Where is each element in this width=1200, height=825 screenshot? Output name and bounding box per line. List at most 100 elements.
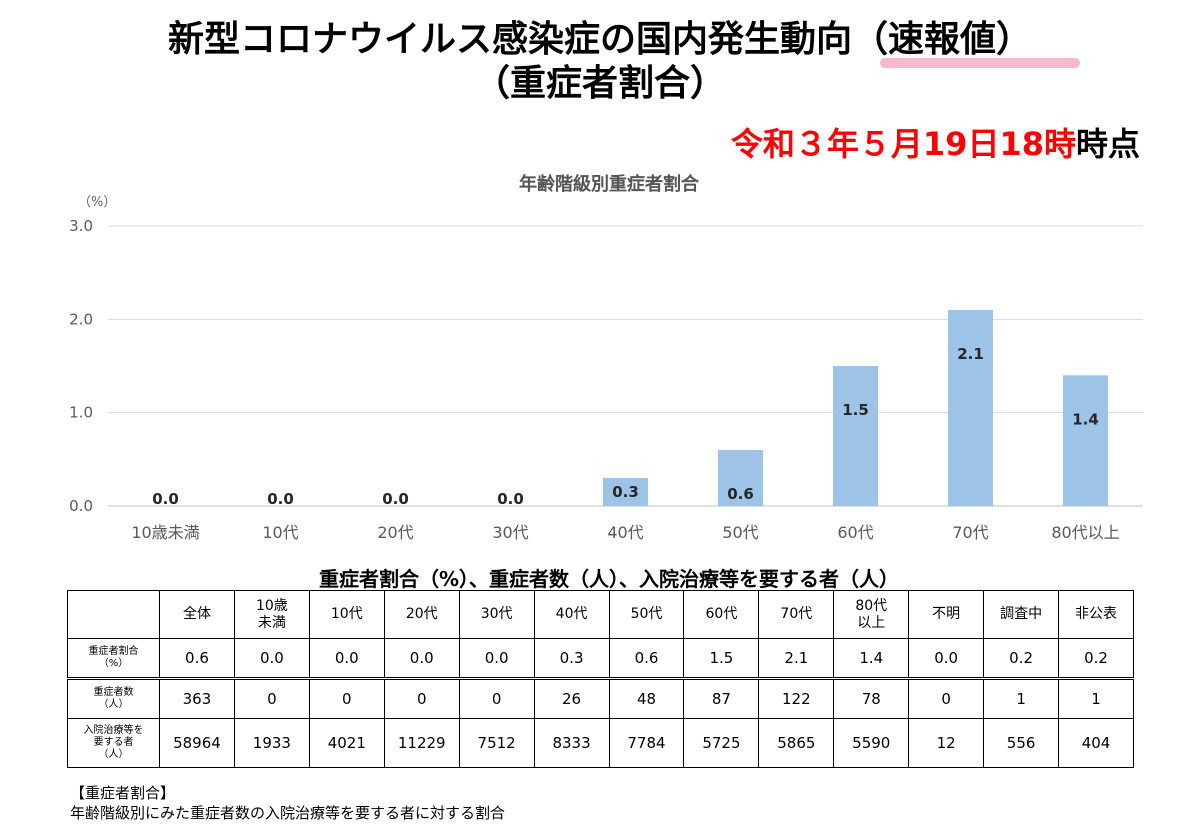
- x-tick-label: 70代: [952, 523, 988, 542]
- table-row-header: 重症者割合 （%）: [67, 638, 160, 679]
- table-caption: 重症者割合（%）、重症者数（人）、入院治療等を要する者（人）: [318, 567, 900, 591]
- timestamp-date: 令和３年５月19日18時: [730, 125, 1076, 163]
- table-row: 重症者数 （人） 363 0 0 0 0 26 48 87 122 78 0 1 1: [67, 677, 1134, 719]
- table-cell: 0.0: [308, 638, 385, 679]
- table-cell: 0.3: [533, 638, 610, 679]
- table-cell: 48: [608, 677, 685, 719]
- bar-value-label: 0.6: [727, 485, 754, 503]
- bar: [833, 366, 878, 506]
- table-row-header: 入院治療等を 要する者 （人）: [67, 718, 160, 768]
- table-cell: 0.2: [1058, 638, 1134, 679]
- chart-title: 年齢階級別重症者割合: [519, 174, 699, 195]
- table-cell: 1.5: [683, 638, 760, 679]
- table-column-header: 非公表: [1058, 590, 1134, 639]
- table-column-header: 20代: [383, 590, 460, 639]
- bar-value-label: 1.4: [1072, 410, 1099, 428]
- table-cell: 78: [833, 677, 910, 719]
- timestamp: 令和３年５月19日18時時点: [731, 122, 1140, 166]
- x-tick-label: 30代: [492, 523, 528, 542]
- y-tick-label: 3.0: [69, 217, 93, 235]
- x-tick-label: 40代: [607, 523, 643, 542]
- bar: [603, 478, 648, 506]
- bar: [1063, 375, 1108, 506]
- table-cell: 8333: [533, 718, 610, 768]
- table-cell: 58964: [159, 718, 235, 768]
- y-tick-label: 0.0: [69, 497, 93, 515]
- y-tick-label: 1.0: [69, 404, 93, 422]
- table-cell: 556: [983, 718, 1060, 768]
- bar: [718, 450, 763, 506]
- table-column-header: 70代: [758, 590, 835, 639]
- x-tick-label: 50代: [722, 523, 758, 542]
- table-column-header: 80代 以上: [833, 590, 910, 639]
- x-tick-label: 80代以上: [1051, 523, 1119, 542]
- table-cell: 1: [1058, 677, 1134, 719]
- table-cell: 0.0: [458, 638, 535, 679]
- title-highlight-underline: [880, 58, 1080, 68]
- table-cell: 4021: [308, 718, 385, 768]
- table-column-header: 10代: [308, 590, 385, 639]
- x-tick-label: 10代: [262, 523, 298, 542]
- x-tick-label: 10歳未満: [131, 523, 199, 542]
- table-column-header: 50代: [608, 590, 685, 639]
- table-cell: 0.2: [983, 638, 1060, 679]
- table-cell: 0: [233, 677, 310, 719]
- table-cell: 2.1: [758, 638, 835, 679]
- table-cell: 0: [383, 677, 460, 719]
- table-column-header: 全体: [159, 590, 235, 639]
- bar-value-label: 0.0: [382, 490, 409, 508]
- data-table: 全体 10歳 未満 10代 20代 30代 40代 50代 60代 70代 80代 以上 不明 調査中 非公…: [67, 590, 1134, 768]
- table-cell: 1.4: [833, 638, 910, 679]
- timestamp-suffix: 時点: [1075, 125, 1140, 163]
- table-cell: 5725: [683, 718, 760, 768]
- table-cell: 0: [308, 677, 385, 719]
- table-cell: 363: [159, 677, 235, 719]
- bar-value-label: 2.1: [957, 345, 984, 363]
- table-cell: 1933: [233, 718, 310, 768]
- table-cell: 0.0: [383, 638, 460, 679]
- table-cell: 0.6: [608, 638, 685, 679]
- bar-chart: （%） 0.0 1.0 2.0 3.0 0.0 10歳未満 0.0 10代 0.0 20代 0.0 30…: [69, 195, 1143, 542]
- table-cell: 7512: [458, 718, 535, 768]
- bar-value-label: 1.5: [842, 401, 869, 419]
- table-column-header: 調査中: [983, 590, 1060, 639]
- table-cell: 404: [1058, 718, 1134, 768]
- table-cell: 87: [683, 677, 760, 719]
- x-tick-label: 20代: [377, 523, 413, 542]
- note-body: 年齢階級別にみた重症者数の入院治療等を要する者に対する割合: [70, 804, 506, 822]
- table-cell: 0.0: [908, 638, 985, 679]
- bar-value-label: 0.0: [497, 490, 524, 508]
- table-header-row: 全体 10歳 未満 10代 20代 30代 40代 50代 60代 70代 80代 以上 不明 調査中 非公…: [67, 590, 1134, 639]
- table-column-header: 30代: [458, 590, 535, 639]
- table-cell: 0: [458, 677, 535, 719]
- y-tick-label: 2.0: [69, 310, 93, 328]
- table-cell: 122: [758, 677, 835, 719]
- table-cell: 0: [908, 677, 985, 719]
- table-cell: 1: [983, 677, 1060, 719]
- table-cell: 0.6: [159, 638, 235, 679]
- bar: [948, 310, 993, 506]
- page-subtitle: （重症者割合）: [473, 63, 726, 104]
- table-cell: 26: [533, 677, 610, 719]
- table-cell: 0.0: [233, 638, 310, 679]
- bar-value-label: 0.0: [152, 490, 179, 508]
- bar-value-label: 0.3: [612, 483, 639, 501]
- table-corner-cell: [67, 590, 160, 639]
- table-cell: 7784: [608, 718, 685, 768]
- table-cell: 5865: [758, 718, 835, 768]
- x-tick-label: 60代: [837, 523, 873, 542]
- table-column-header: 40代: [533, 590, 610, 639]
- table-row: 入院治療等を 要する者 （人） 58964 1933 4021 11229 7512 8333 7…: [67, 718, 1134, 768]
- table-row-header: 重症者数 （人）: [67, 677, 160, 719]
- table-row: 重症者割合 （%） 0.6 0.0 0.0 0.0 0.0 0.3 0.6 1.5 2.1 1.4 0.…: [67, 638, 1134, 679]
- table-column-header: 10歳 未満: [233, 590, 310, 639]
- page-title: 新型コロナウイルス感染症の国内発生動向（速報値）: [167, 19, 1032, 60]
- table-column-header: 不明: [908, 590, 985, 639]
- y-axis-unit-label: （%）: [78, 195, 116, 210]
- table-cell: 11229: [383, 718, 460, 768]
- table-cell: 5590: [833, 718, 910, 768]
- table-cell: 12: [908, 718, 985, 768]
- table-column-header: 60代: [683, 590, 760, 639]
- note-heading: 【重症者割合】: [70, 784, 176, 802]
- bar-value-label: 0.0: [267, 490, 294, 508]
